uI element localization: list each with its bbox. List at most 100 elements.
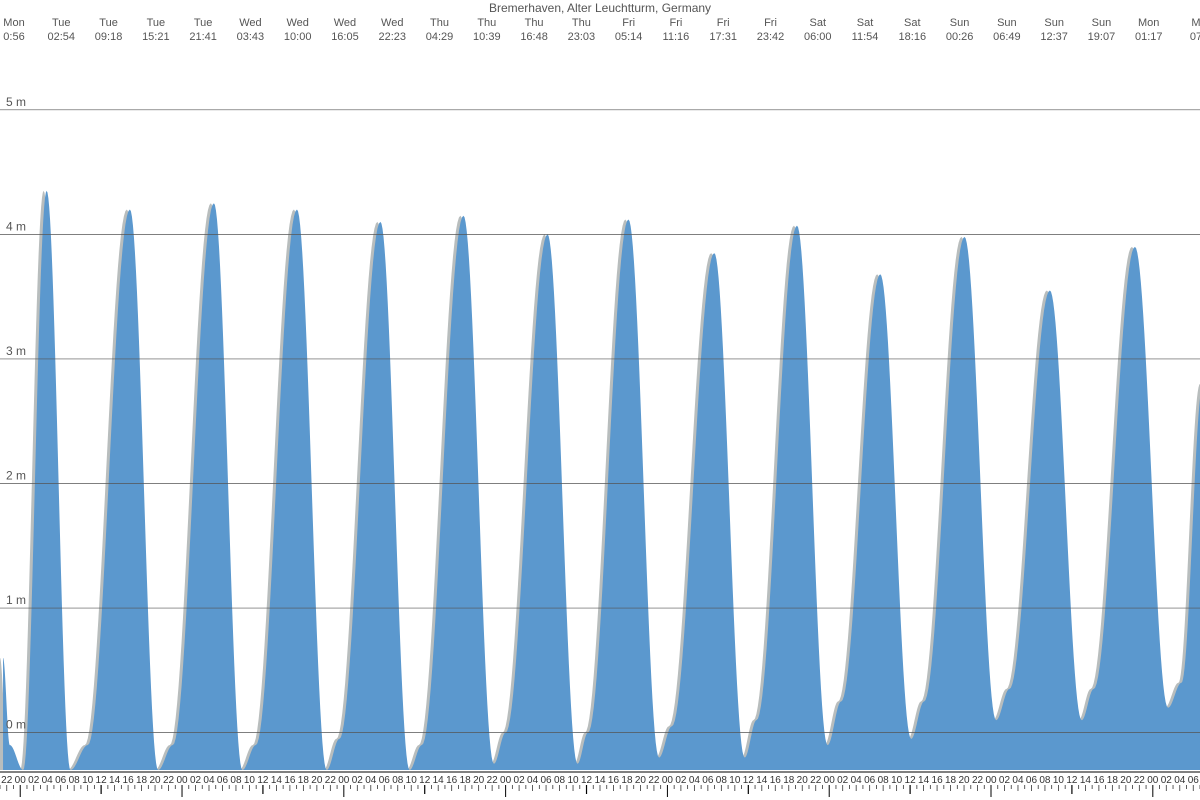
- x-hour-label: 10: [567, 775, 579, 786]
- x-hour-label: 12: [419, 775, 431, 786]
- x-hour-label: 04: [203, 775, 215, 786]
- top-day-label: Tue: [52, 17, 71, 29]
- top-time-label: 22:23: [378, 31, 406, 43]
- x-hour-label: 14: [756, 775, 768, 786]
- x-hour-label: 16: [608, 775, 620, 786]
- x-hour-label: 02: [837, 775, 849, 786]
- x-hour-label: 08: [554, 775, 566, 786]
- top-time-label: 23:42: [757, 31, 785, 43]
- x-hour-label: 18: [136, 775, 148, 786]
- x-hour-label: 08: [69, 775, 81, 786]
- x-hour-label: 02: [28, 775, 40, 786]
- x-hour-label: 00: [662, 775, 674, 786]
- tide-series-blue: [3, 191, 1200, 770]
- top-time-label: 17:31: [709, 31, 737, 43]
- x-hour-label: 08: [392, 775, 404, 786]
- x-hour-label: 14: [1080, 775, 1092, 786]
- tide-chart-svg: 0 m1 m2 m3 m4 m5 mBremerhaven, Alter Leu…: [0, 0, 1200, 800]
- x-hour-label: 12: [1066, 775, 1078, 786]
- x-hour-label: 22: [163, 775, 175, 786]
- x-hour-label: 02: [999, 775, 1011, 786]
- x-hour-label: 14: [433, 775, 445, 786]
- x-hour-label: 14: [271, 775, 283, 786]
- top-time-label: 10:00: [284, 31, 312, 43]
- x-hour-label: 10: [244, 775, 256, 786]
- x-hour-label: 00: [824, 775, 836, 786]
- x-hour-label: 06: [379, 775, 391, 786]
- x-hour-label: 00: [1147, 775, 1159, 786]
- x-hour-label: 22: [1134, 775, 1146, 786]
- x-hour-label: 04: [527, 775, 539, 786]
- x-hour-label: 06: [541, 775, 553, 786]
- x-hour-label: 22: [487, 775, 499, 786]
- x-hour-label: 12: [905, 775, 917, 786]
- top-time-label: 00:26: [946, 31, 974, 43]
- x-hour-label: 20: [149, 775, 161, 786]
- x-hour-label: 16: [770, 775, 782, 786]
- top-time-label: 0:56: [3, 31, 24, 43]
- x-hour-label: 18: [460, 775, 472, 786]
- x-hour-label: 22: [810, 775, 822, 786]
- x-hour-label: 02: [190, 775, 202, 786]
- top-day-label: Thu: [525, 17, 544, 29]
- x-hour-label: 16: [932, 775, 944, 786]
- x-hour-label: 20: [1120, 775, 1132, 786]
- x-hour-label: 18: [298, 775, 310, 786]
- x-hour-label: 12: [581, 775, 593, 786]
- top-day-label: Wed: [381, 17, 403, 29]
- top-day-label: Thu: [430, 17, 449, 29]
- top-day-label: Fri: [717, 17, 730, 29]
- top-time-label: 06:00: [804, 31, 832, 43]
- top-day-label: Sun: [1044, 17, 1064, 29]
- top-day-label: Mon: [3, 17, 24, 29]
- x-hour-label: 10: [406, 775, 418, 786]
- x-hour-label: 00: [985, 775, 997, 786]
- top-day-label: M: [1191, 17, 1200, 29]
- x-hour-label: 00: [338, 775, 350, 786]
- top-day-label: Fri: [670, 17, 683, 29]
- x-hour-label: 14: [109, 775, 121, 786]
- x-hour-label: 06: [702, 775, 714, 786]
- top-time-label: 12:37: [1040, 31, 1068, 43]
- x-hour-label: 18: [621, 775, 633, 786]
- top-day-label: Tue: [147, 17, 166, 29]
- y-axis-label: 0 m: [6, 718, 26, 732]
- x-hour-label: 02: [675, 775, 687, 786]
- x-hour-label: 06: [55, 775, 67, 786]
- top-time-label: 21:41: [189, 31, 217, 43]
- top-day-label: Fri: [622, 17, 635, 29]
- top-day-label: Sun: [997, 17, 1017, 29]
- x-hour-label: 08: [716, 775, 728, 786]
- top-time-label: 11:54: [852, 31, 879, 43]
- top-time-label: 02:54: [48, 31, 76, 43]
- x-hour-label: 20: [797, 775, 809, 786]
- top-day-label: Wed: [286, 17, 308, 29]
- x-hour-label: 22: [972, 775, 984, 786]
- x-hour-label: 08: [878, 775, 890, 786]
- x-hour-label: 10: [891, 775, 903, 786]
- x-hour-label: 22: [648, 775, 660, 786]
- x-hour-label: 18: [783, 775, 795, 786]
- top-day-label: Tue: [194, 17, 213, 29]
- x-hour-label: 04: [851, 775, 863, 786]
- top-time-label: 15:21: [142, 31, 170, 43]
- x-hour-label: 06: [217, 775, 229, 786]
- x-hour-label: 16: [446, 775, 458, 786]
- x-hour-label: 00: [176, 775, 188, 786]
- top-day-label: Wed: [334, 17, 356, 29]
- top-day-label: Thu: [477, 17, 496, 29]
- x-hour-label: 00: [500, 775, 512, 786]
- x-hour-label: 12: [96, 775, 108, 786]
- x-hour-label: 08: [230, 775, 242, 786]
- top-day-label: Wed: [239, 17, 261, 29]
- x-hour-label: 20: [473, 775, 485, 786]
- x-hour-label: 02: [1161, 775, 1173, 786]
- top-time-label: 04:29: [426, 31, 454, 43]
- x-hour-label: 02: [514, 775, 526, 786]
- y-axis-label: 5 m: [6, 95, 26, 109]
- top-time-label: 10:39: [473, 31, 501, 43]
- x-hour-label: 20: [311, 775, 323, 786]
- x-hour-label: 18: [1107, 775, 1119, 786]
- x-hour-label: 20: [958, 775, 970, 786]
- x-hour-label: 16: [284, 775, 296, 786]
